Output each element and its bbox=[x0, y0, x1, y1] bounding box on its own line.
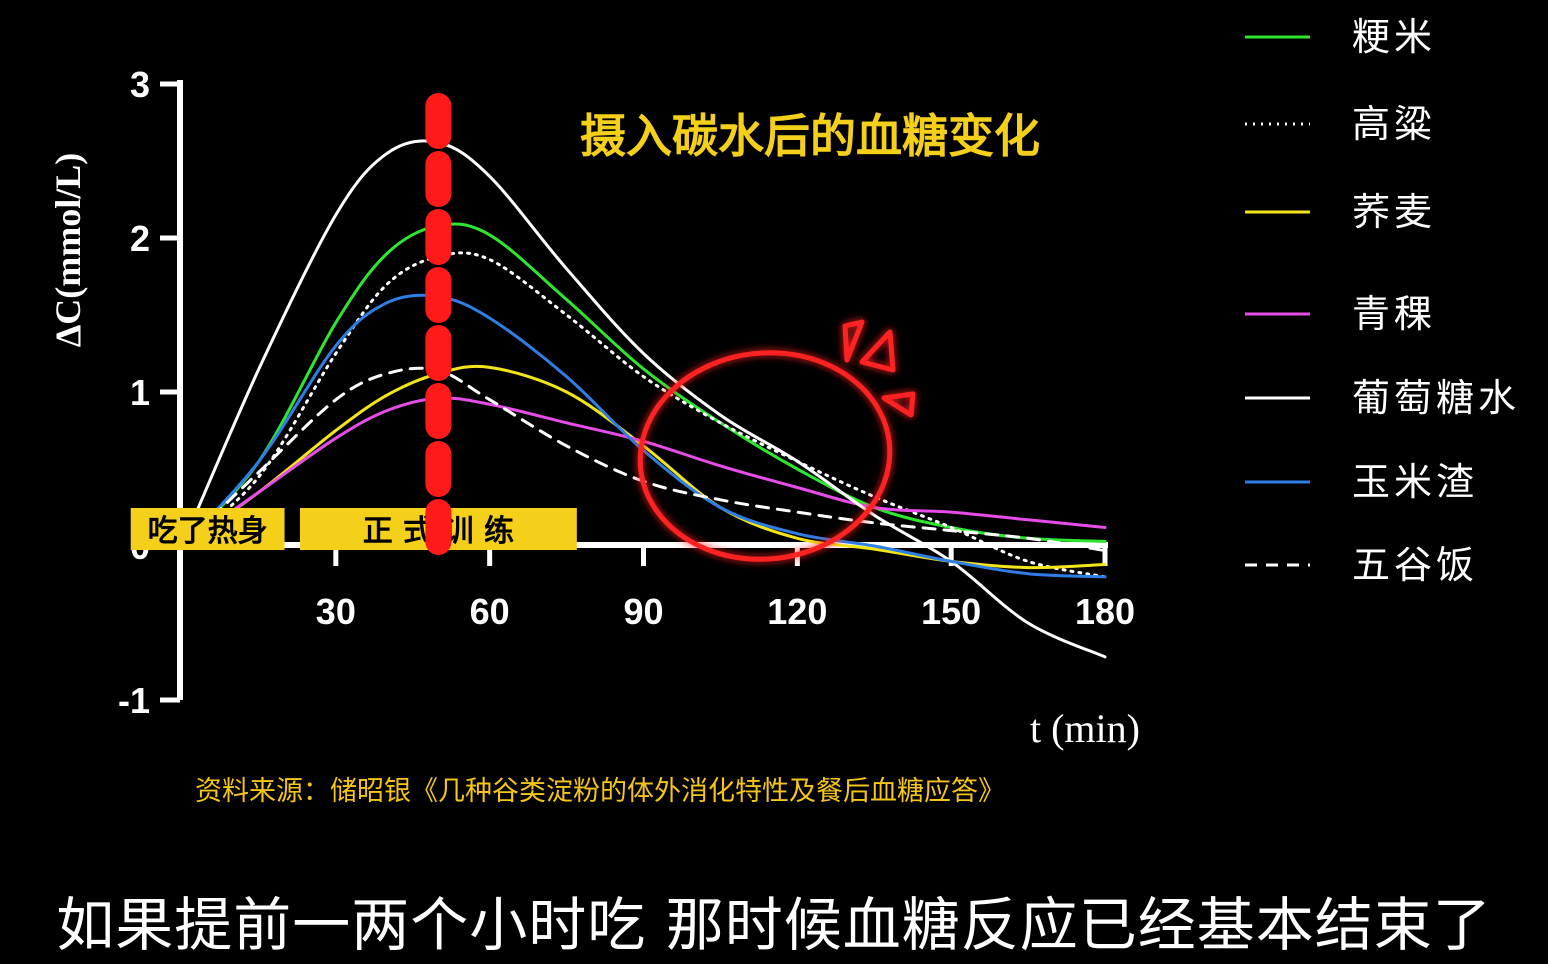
y-tick-label: -1 bbox=[118, 680, 150, 721]
x-tick-label: 150 bbox=[921, 591, 981, 632]
highlight-spark-2 bbox=[859, 329, 896, 373]
highlight-circle-annotation bbox=[637, 319, 916, 562]
legend-label: 粳米 bbox=[1352, 15, 1436, 59]
chart-title: 摄入碳水后的血糖变化 bbox=[580, 109, 1040, 163]
x-tick-label: 120 bbox=[767, 591, 827, 632]
legend-label: 玉米渣 bbox=[1352, 460, 1478, 504]
x-tick-label: 90 bbox=[623, 591, 663, 632]
axis-ticks: -10123306090120150180 bbox=[118, 64, 1135, 721]
phase-label: 吃了热身 bbox=[148, 514, 268, 549]
x-axis-label: t (min) bbox=[1030, 706, 1140, 751]
legend-label: 青稞 bbox=[1352, 292, 1436, 336]
phase-labels: 吃了热身正 式 训 练 bbox=[130, 508, 577, 550]
highlight-circle bbox=[637, 350, 893, 562]
subtitle-caption: 如果提前一两个小时吃 那时候血糖反应已经基本结束了 bbox=[56, 891, 1492, 959]
legend-label: 高粱 bbox=[1352, 102, 1436, 146]
series-line bbox=[180, 366, 1107, 553]
series-line bbox=[180, 293, 1107, 579]
y-axis-label: ΔC(mmol/L) bbox=[48, 153, 88, 348]
x-tick-label: 30 bbox=[316, 591, 356, 632]
x-tick-label: 180 bbox=[1075, 591, 1135, 632]
y-tick-label: 2 bbox=[130, 218, 150, 259]
source-citation: 资料来源：储昭银《几种谷类淀粉的体外消化特性及餐后血糖应答》 bbox=[195, 776, 1005, 807]
series-line bbox=[180, 139, 1107, 659]
series-line bbox=[180, 251, 1107, 579]
legend-label: 荞麦 bbox=[1352, 190, 1436, 234]
legend-label: 葡萄糖水 bbox=[1352, 376, 1520, 420]
highlight-spark-1 bbox=[842, 319, 865, 363]
phase-box bbox=[130, 508, 285, 550]
y-tick-label: 1 bbox=[130, 372, 150, 413]
legend-label: 五谷饭 bbox=[1352, 543, 1478, 587]
highlight-spark-3 bbox=[881, 391, 916, 418]
y-tick-label: 3 bbox=[130, 64, 150, 105]
series-line bbox=[180, 396, 1107, 548]
x-tick-label: 60 bbox=[470, 591, 510, 632]
series-line bbox=[180, 222, 1107, 548]
series-lines bbox=[180, 139, 1107, 659]
